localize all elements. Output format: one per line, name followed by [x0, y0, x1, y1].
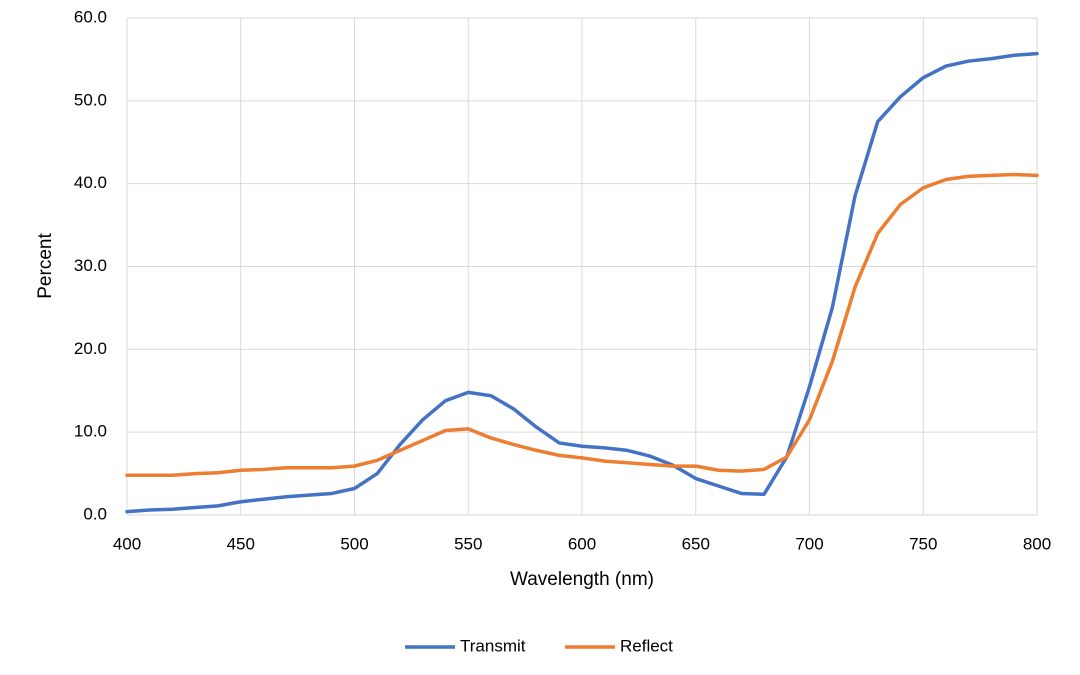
y-tick-label: 20.0: [74, 339, 107, 358]
series-line: [125, 172, 1039, 477]
y-tick-label: 40.0: [74, 173, 107, 192]
series-line: [125, 51, 1039, 514]
y-tick-label: 50.0: [74, 90, 107, 109]
x-tick-label: 650: [682, 534, 710, 553]
x-tick-label: 500: [340, 534, 368, 553]
x-tick-label: 450: [227, 534, 255, 553]
x-tick-label: 550: [454, 534, 482, 553]
y-tick-label: 60.0: [74, 7, 107, 26]
x-tick-label: 750: [909, 534, 937, 553]
x-tick-label: 400: [113, 534, 141, 553]
x-tick-label: 600: [568, 534, 596, 553]
x-tick-label: 700: [795, 534, 823, 553]
legend-label: Transmit: [460, 636, 526, 655]
x-axis-title: Wavelength (nm): [510, 569, 654, 590]
x-tick-label: 800: [1023, 534, 1051, 553]
legend-label: Reflect: [620, 636, 673, 655]
y-axis-title: Percent: [35, 233, 56, 299]
y-tick-label: 0.0: [83, 504, 107, 523]
y-tick-label: 10.0: [74, 422, 107, 441]
y-tick-label: 30.0: [74, 256, 107, 275]
